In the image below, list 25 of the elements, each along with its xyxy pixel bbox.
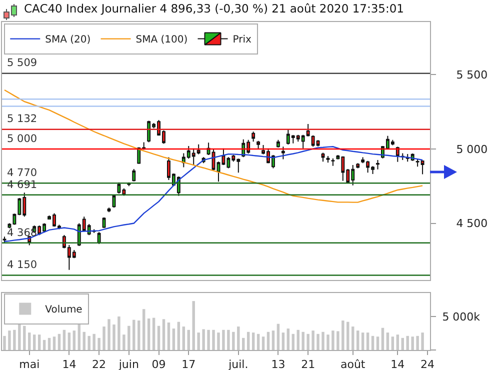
ref-line-label: 4 150	[7, 259, 38, 271]
y-tick-label: 5 000	[456, 142, 488, 156]
x-tick-label: 14	[390, 358, 405, 370]
y-tick-label: 4 500	[456, 217, 488, 230]
y-tick-label: 5 000k	[442, 310, 481, 324]
x-tick-label: 21	[301, 358, 316, 370]
x-tick-label: 17	[182, 358, 196, 370]
legend-label: SMA (20)	[45, 34, 91, 46]
x-tick-label: 24	[420, 358, 435, 370]
ref-line-label: 4 368	[7, 227, 38, 239]
legend-label: SMA (100)	[136, 34, 188, 46]
x-tick-label: mai	[19, 358, 40, 370]
ref-line-label: 5 132	[7, 113, 38, 125]
ref-line-label: 4 770	[7, 167, 38, 179]
legend-label: Volume	[45, 304, 82, 316]
x-tick-label: 13	[271, 358, 286, 370]
x-tick-label: 22	[92, 358, 106, 370]
x-tick-label: août	[340, 358, 366, 370]
x-tick-label: 09	[152, 358, 166, 370]
x-tick-label: 14	[62, 358, 76, 370]
legend-label: Prix	[232, 34, 252, 46]
ref-line-label: 5 509	[7, 57, 38, 69]
chart-title: CAC40 Index Journalier 4 896,33 (-0,30 %) 21 août 2020 17:35:01	[24, 1, 404, 16]
ref-line-label: 5 000	[7, 133, 38, 145]
y-tick-label: 5 500	[456, 68, 488, 82]
